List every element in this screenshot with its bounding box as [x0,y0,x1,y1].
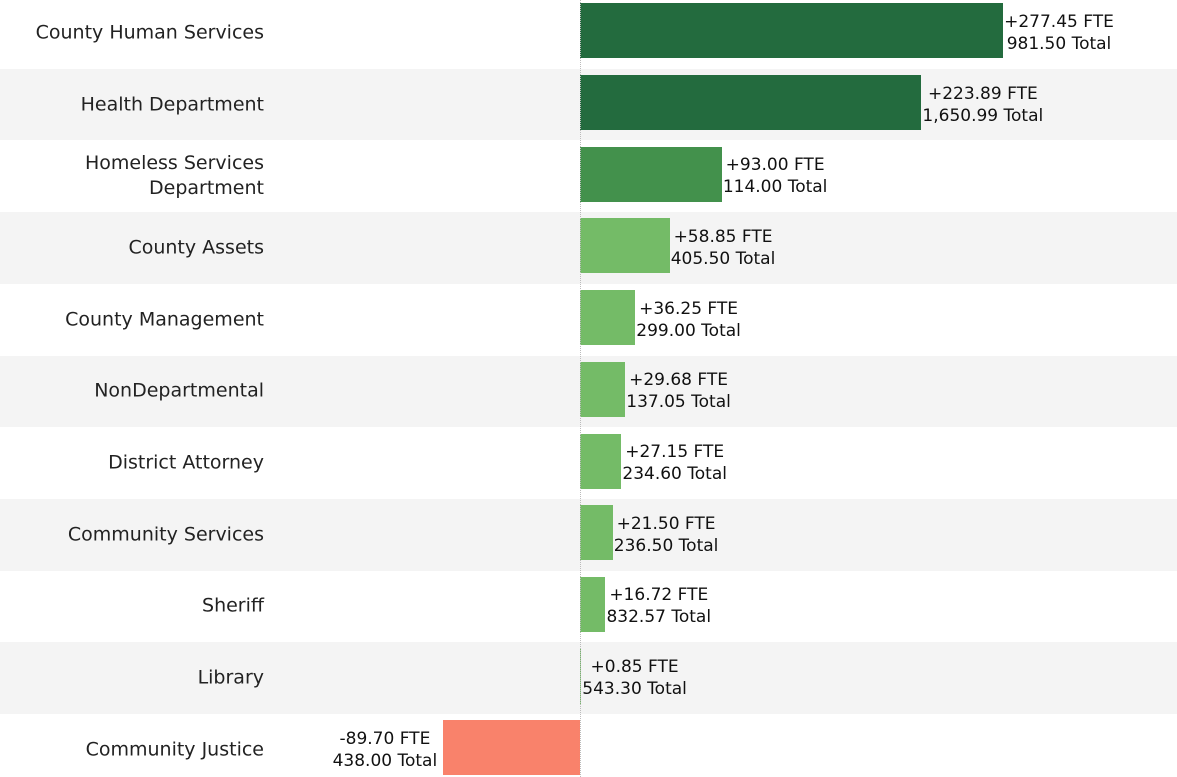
category-label: County Assets [128,236,264,259]
row: Community Justice -89.70 FTE 438.00 Total [0,714,1177,777]
row: Sheriff +16.72 FTE 832.57 Total [0,571,1177,643]
row: Health Department +223.89 FTE 1,650.99 Tot… [0,68,1177,141]
total-label: 438.00 Total [332,750,438,771]
value-label: +58.85 FTE [673,226,773,247]
category-label: Health Department [80,93,264,116]
bar [580,218,670,274]
bar [580,361,626,417]
total-label: 981.50 Total [1006,33,1112,54]
category-label: Community Services [67,523,264,546]
category-label: District Attorney [108,451,264,474]
value-label: +27.15 FTE [625,442,725,463]
data-label: +36.25 FTE 299.00 Total [636,298,741,342]
row: County Management +36.25 FTE 299.00 Total [0,284,1177,356]
data-label: +223.89 FTE 1,650.99 Total [922,83,1043,127]
row: Homeless Services Department +93.00 FTE 11… [0,140,1177,212]
total-label: 114.00 Total [722,177,828,198]
bar [580,290,636,346]
value-label: -89.70 FTE [339,728,431,749]
total-label: 234.60 Total [622,464,727,485]
value-label: +16.72 FTE [609,585,709,606]
bar [580,505,613,561]
row: Library +0.85 FTE 543.30 Total [0,642,1177,714]
bar [580,3,1004,59]
data-label: +58.85 FTE 405.50 Total [671,226,776,270]
total-label: 832.57 Total [606,607,712,628]
total-label: 236.50 Total [613,535,719,556]
category-label: County Management [65,308,264,331]
data-label: +27.15 FTE 234.60 Total [622,441,727,485]
bar [580,146,722,202]
data-label: -89.70 FTE 438.00 Total [333,728,438,772]
row: Community Services +21.50 FTE 236.50 Total [0,498,1177,571]
category-label: Homeless Services Department [84,152,264,200]
total-label: 137.05 Total [626,392,731,413]
category-label: NonDepartmental [94,379,264,402]
category-label: Community Justice [85,738,264,761]
category-label: County Human Services [35,21,264,44]
row: County Assets +58.85 FTE 405.50 Total [0,212,1177,284]
row: NonDepartmental +29.68 FTE 137.05 Total [0,355,1177,428]
category-label: Sheriff [202,594,264,617]
total-label: 299.00 Total [636,320,741,341]
bar [443,720,580,776]
value-label: +277.45 FTE [1004,11,1114,32]
data-label: +0.85 FTE 543.30 Total [582,656,687,700]
total-label: 405.50 Total [670,248,776,269]
value-label: +21.50 FTE [616,513,716,534]
row: County Human Services +277.45 FTE 981.50 T… [0,0,1177,69]
bar [580,75,922,131]
bar [580,433,622,489]
data-label: +29.68 FTE 137.05 Total [626,369,731,413]
data-label: +21.50 FTE 236.50 Total [614,513,719,557]
row: District Attorney +27.15 FTE 234.60 Total [0,427,1177,499]
data-label: +16.72 FTE 832.57 Total [606,584,711,628]
data-label: +93.00 FTE 114.00 Total [723,154,828,198]
value-label: +36.25 FTE [639,298,739,319]
data-label: +277.45 FTE 981.50 Total [1004,11,1114,55]
category-label: Library [197,666,264,689]
total-label: 543.30 Total [582,679,687,700]
value-label: +93.00 FTE [725,155,825,176]
value-label: +0.85 FTE [590,657,679,678]
value-label: +223.89 FTE [927,83,1038,104]
value-label: +29.68 FTE [629,370,728,391]
total-label: 1,650.99 Total [922,105,1044,126]
bar [580,576,606,632]
zero-line [580,0,581,777]
